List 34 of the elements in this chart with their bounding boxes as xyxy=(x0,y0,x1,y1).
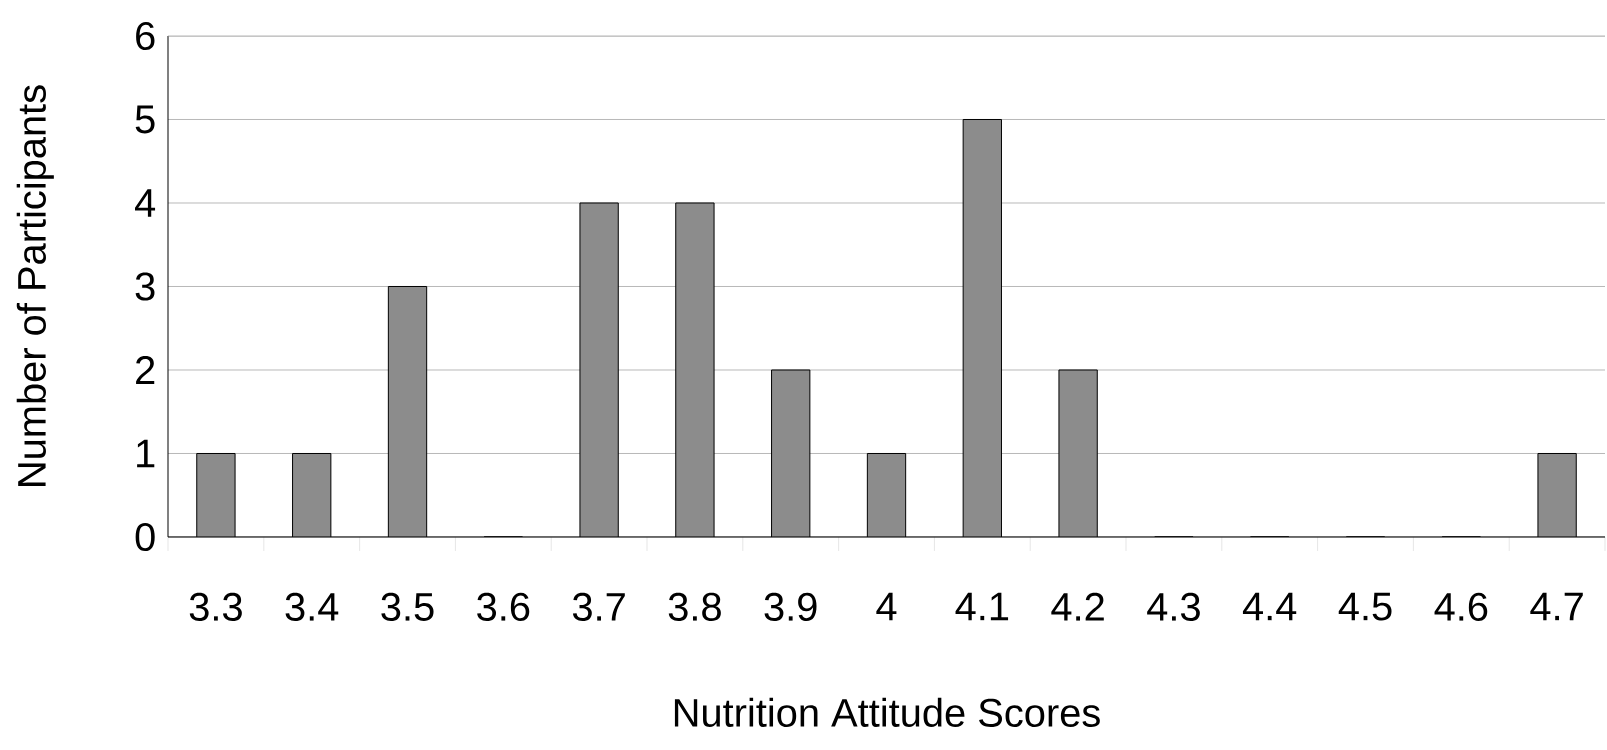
x-tick-label: 4 xyxy=(876,592,897,621)
bar xyxy=(1537,452,1577,537)
x-tick-label: 4.2 xyxy=(1051,592,1104,621)
x-tick-label: 3.9 xyxy=(764,592,817,621)
bar xyxy=(963,119,1002,537)
y-tick-label: 1 xyxy=(137,439,155,468)
bar xyxy=(579,202,619,537)
x-tick-label: 4.4 xyxy=(1242,592,1297,621)
x-tick-label: 3.3 xyxy=(189,592,242,621)
x-tick-label: 3.6 xyxy=(477,592,530,621)
y-tick-label: 5 xyxy=(135,105,155,134)
bar xyxy=(292,453,331,537)
x-tick-label: 4.7 xyxy=(1530,592,1583,621)
x-tick-label: 4.1 xyxy=(955,592,1009,621)
y-tick-label: 3 xyxy=(135,272,155,301)
x-tick-label: 3.8 xyxy=(668,592,721,621)
x-tick-label: 3.7 xyxy=(572,592,625,621)
bar xyxy=(771,369,810,537)
x-tick-label: 3.4 xyxy=(285,592,339,621)
x-tick-label: 4.3 xyxy=(1147,592,1200,621)
x-tick-label: 3.5 xyxy=(381,592,434,621)
x-tick-label: 4.5 xyxy=(1338,592,1392,621)
bar xyxy=(1058,369,1098,537)
bar xyxy=(388,286,427,537)
y-tick-label: 4 xyxy=(135,189,156,217)
y-tick-label: 0 xyxy=(135,522,155,552)
y-axis-title: Number of Participants xyxy=(16,85,54,486)
bar xyxy=(196,453,236,537)
bar xyxy=(675,202,715,537)
y-tick-label: 2 xyxy=(136,356,155,384)
bar xyxy=(867,453,906,537)
y-tick-label: 6 xyxy=(136,21,155,51)
x-tick-label: 4.6 xyxy=(1434,592,1488,621)
x-axis-title: Nutrition Attitude Scores xyxy=(674,697,1100,727)
